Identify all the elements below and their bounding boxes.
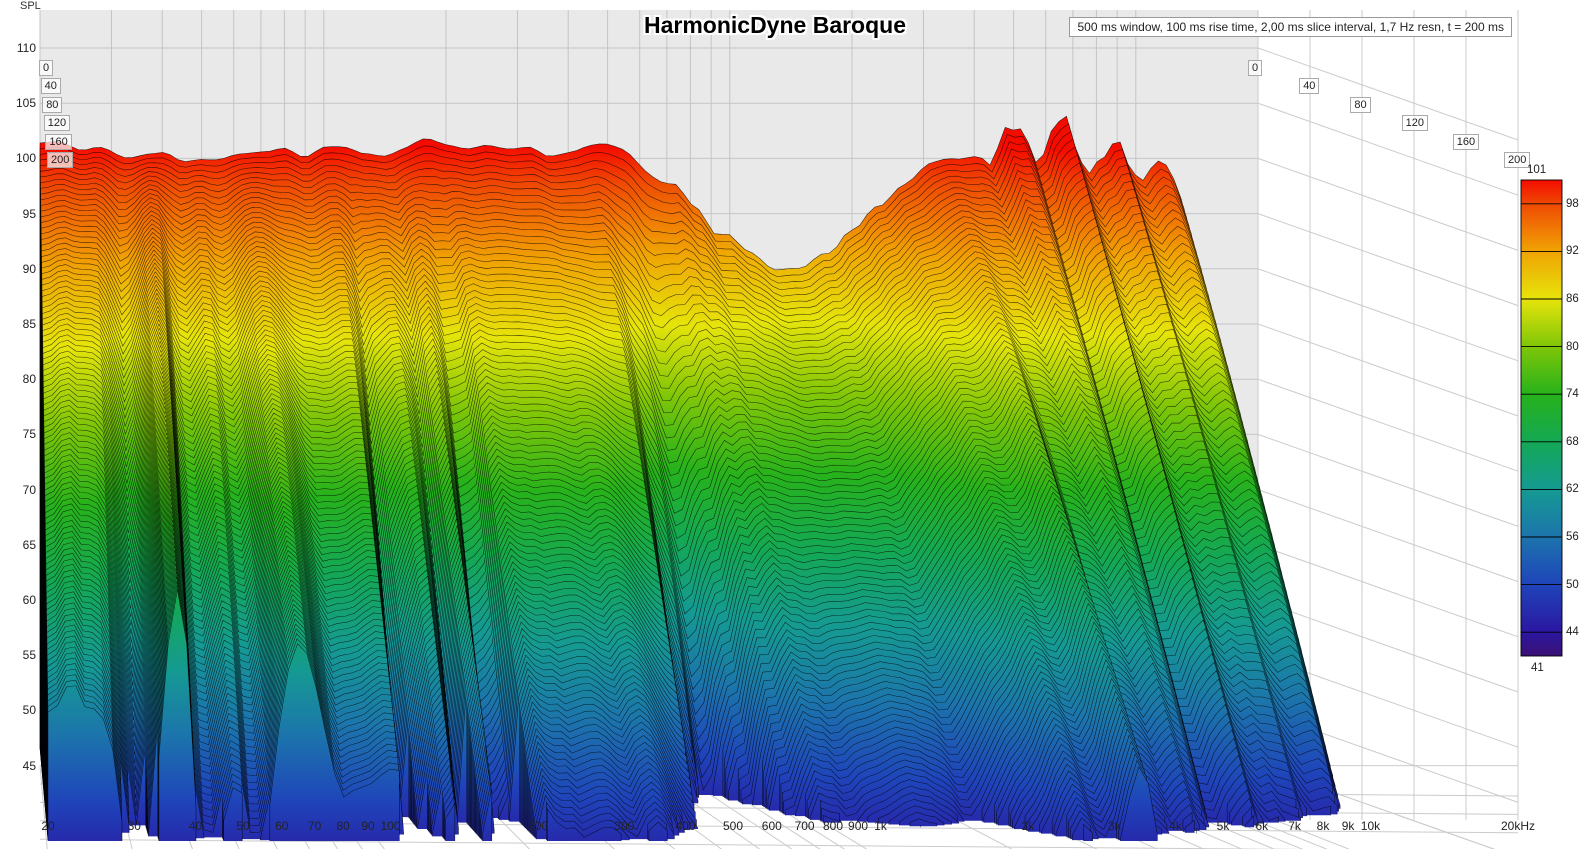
colorbar-min-label: 41 [1531,662,1544,674]
x-tick-label: 300 [614,819,635,833]
colorbar-tick-label: 80 [1566,340,1579,353]
x-tick-label: 4k [1169,819,1182,833]
x-tick-label: 6k [1255,819,1269,833]
time-tick-label-right: 120 [1401,115,1428,132]
x-tick-label: 60 [275,819,289,833]
colorbar-tick-label: 92 [1566,245,1579,258]
y-tick-label: 80 [22,372,36,387]
time-tick-label-right: 0 [1248,60,1263,76]
x-tick-label: 10k [1360,819,1381,833]
time-tick-label-left: 160 [45,133,72,150]
x-tick-label: 8k [1316,819,1330,833]
x-tick-label: 900 [848,819,869,833]
y-tick-label: 100 [15,151,36,166]
time-tick-label-left: 40 [40,78,61,95]
colorbar-tick-label: 74 [1566,388,1579,401]
x-tick-label: 600 [761,819,782,833]
x-tick-label: 7k [1288,819,1301,833]
x-tick-label: 500 [722,819,743,833]
colorbar-tick-label: 44 [1566,626,1579,639]
x-tick-label: 70 [307,819,322,833]
y-tick-label: 105 [15,96,36,111]
x-tick-label: 400 [675,819,696,833]
x-tick-label: 100 [380,819,401,833]
y-tick-label: 95 [22,206,36,221]
x-tick-label: 50 [236,819,250,833]
y-tick-label: 85 [22,317,36,331]
y-tick-label: 50 [22,703,36,718]
time-tick-label-right: 40 [1299,78,1320,95]
y-tick-label: 90 [22,261,36,276]
colorbar-tick-label: 86 [1566,293,1579,305]
time-tick-label-left: 80 [42,96,63,113]
x-tick-label: 1k [874,819,887,833]
time-tick-label-right: 160 [1452,133,1480,150]
spl-axis-label: SPL [20,0,41,12]
colorbar-tick-label: 68 [1566,435,1579,448]
x-tick-label: 3k [1107,819,1121,833]
x-tick-label: 9k [1341,819,1355,833]
time-tick-label-right: 80 [1350,96,1371,113]
y-tick-label: 70 [22,482,36,497]
x-tick-label: 2k [1021,819,1035,833]
time-tick-label-left: 200 [47,152,74,168]
x-tick-label: 30 [127,819,141,833]
x-tick-label: 40 [188,819,203,833]
colorbar-tick-label: 50 [1566,578,1579,591]
colorbar-max-label: 101 [1527,164,1547,176]
y-tick-label: 60 [22,593,36,607]
y-tick-label: 55 [22,648,36,663]
colorbar-tick-label: 98 [1566,197,1579,210]
x-tick-label: 90 [361,819,375,833]
x-tick-label: 20kHz [1500,819,1536,833]
time-tick-label-left: 0 [39,60,54,76]
x-tick-label: 20 [41,819,55,833]
time-tick-label-left: 120 [43,115,71,132]
x-tick-label: 800 [822,819,844,833]
time-tick-label-right: 200 [1504,152,1531,168]
colorbar-tick-label: 56 [1566,531,1579,543]
y-tick-label: 110 [16,41,36,55]
x-tick-label: 5k [1216,819,1230,833]
page-title: HarmonicDyne Baroque [643,12,907,38]
measurement-info-box: 500 ms window, 100 ms rise time, 2,00 ms… [1069,17,1512,37]
x-tick-label: 200 [527,819,549,833]
x-tick-label: 700 [794,819,815,833]
colorbar-tick-label: 62 [1566,483,1579,496]
y-tick-label: 45 [22,758,36,773]
x-tick-label: 80 [336,819,350,833]
y-tick-label: 75 [22,427,36,442]
y-tick-label: 65 [22,537,36,552]
